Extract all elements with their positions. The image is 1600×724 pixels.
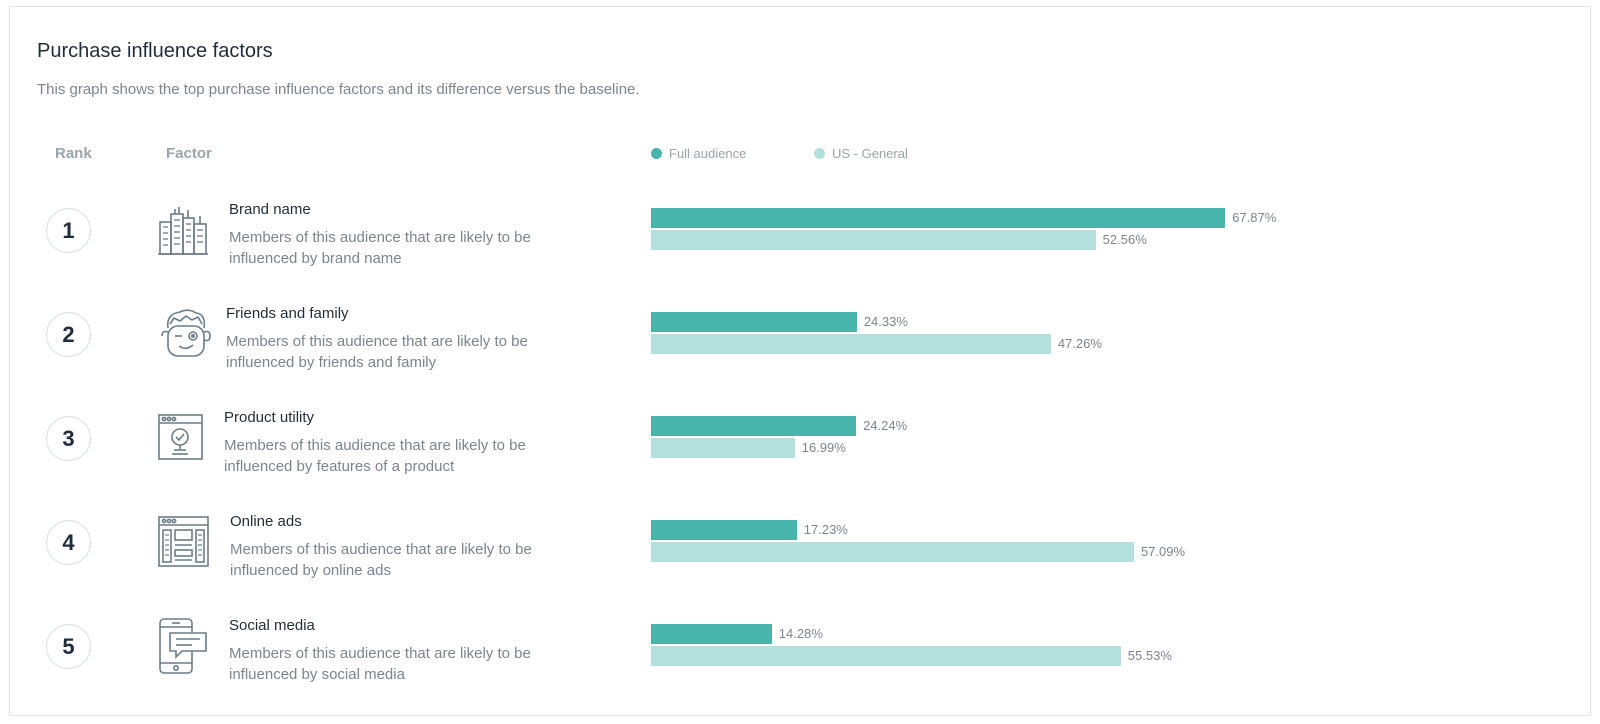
bar-full-audience [651,624,772,644]
winking-face-icon [161,309,211,357]
value-label-full-audience: 14.28% [778,626,823,641]
value-label-full-audience: 24.33% [863,314,908,329]
rank-badge: 2 [46,312,91,357]
factor-description: Members of this audience that are likely… [229,645,531,683]
bar-full-audience [651,208,1226,228]
legend-label-us-general: US - General [832,145,908,161]
bar-us-general [651,542,1134,562]
bar-us-general [651,646,1121,666]
legend-label-full-audience: Full audience [669,145,747,161]
factor-name: Friends and family [226,305,349,322]
value-label-full-audience: 67.87% [1232,210,1277,225]
factor-row-5: 5 Social media Members of this audience … [0,596,1580,700]
value-label-us-general: 57.09% [1140,544,1186,559]
value-label-us-general: 55.53% [1127,648,1172,663]
factor-row-3: 3 Product utility Members of this audien… [0,388,1580,492]
bar-us-general [651,438,795,458]
browser-ads-icon [158,516,209,567]
chart-card [9,6,1591,716]
factor-row-4: 4 Online ads Members of this audience th… [0,492,1580,596]
rank-badge: 5 [46,624,91,669]
factor-row-1: 1 Brand name Members of this audience th… [0,180,1580,284]
factor-description: Members of this audience that are likely… [224,437,526,475]
buildings-icon [158,207,208,255]
phone-chat-icon [159,618,207,674]
rank-badge: 4 [46,520,91,565]
factor-column-header: Factor [166,145,212,162]
value-label-full-audience: 17.23% [803,522,848,537]
chart-subtitle: This graph shows the top purchase influe… [37,81,640,98]
chart-title: Purchase influence factors [37,40,273,62]
bar-us-general [651,334,1051,354]
rank-badge: 1 [46,208,91,253]
factor-row-2: 2 Friends and family Members of this aud… [0,284,1580,388]
rank-badge: 3 [46,416,91,461]
bar-us-general [651,230,1096,250]
bar-full-audience [651,520,797,540]
product-check-icon [158,414,203,460]
bar-full-audience [651,416,857,436]
legend-item-full-audience: Full audience [651,145,746,161]
legend-dot-us-general [814,147,825,159]
value-label-us-general: 47.26% [1057,336,1102,351]
value-label-full-audience: 24.24% [863,418,908,433]
legend-item-us-general: US - General [814,145,908,161]
bar-full-audience [651,312,857,332]
factor-description: Members of this audience that are likely… [226,333,528,371]
value-label-us-general: 16.99% [801,440,846,455]
legend-dot-full-audience [651,147,662,159]
value-label-us-general: 52.56% [1102,232,1147,247]
factor-name: Product utility [224,409,315,426]
factor-description: Members of this audience that are likely… [229,229,531,267]
factor-name: Social media [229,617,315,634]
factor-name: Brand name [229,201,311,218]
rank-column-header: Rank [55,145,92,162]
factor-name: Online ads [230,513,302,530]
factor-description: Members of this audience that are likely… [230,541,532,579]
